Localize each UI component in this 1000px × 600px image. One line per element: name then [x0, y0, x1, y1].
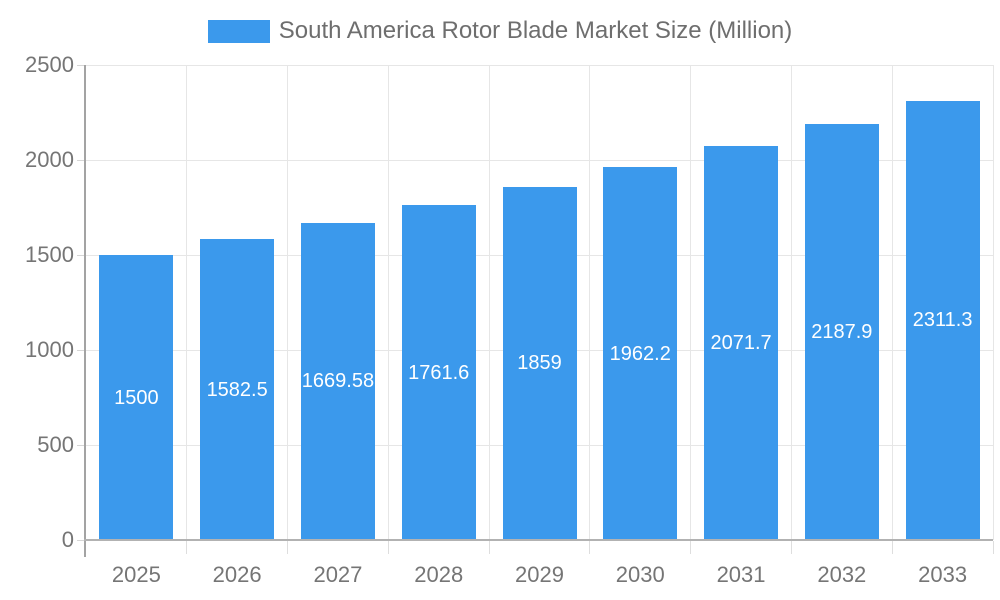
y-axis-tick [77, 65, 86, 66]
y-tick-label: 500 [37, 432, 74, 457]
x-tick-label: 2029 [515, 562, 564, 587]
legend-swatch[interactable] [207, 19, 270, 43]
x-tick-label: 2032 [817, 562, 867, 587]
chart-legend[interactable]: South America Rotor Blade Market Size (M… [0, 14, 1000, 48]
x-tick-label: 2028 [414, 562, 464, 587]
x-axis-tick [992, 541, 994, 554]
v-gridline [387, 65, 389, 540]
x-axis-tick [790, 541, 792, 554]
bar[interactable] [200, 239, 275, 540]
x-axis-tick [387, 541, 389, 554]
h-gridline [86, 159, 993, 161]
y-tick-label: 1500 [25, 242, 74, 267]
legend-label[interactable]: South America Rotor Blade Market Size (M… [278, 17, 793, 44]
y-tick-label: 2500 [25, 52, 74, 77]
x-tick-label: 2025 [111, 562, 161, 587]
x-tick-label: 2031 [716, 562, 766, 587]
bar[interactable] [502, 186, 577, 540]
v-gridline [186, 65, 188, 540]
bar[interactable] [804, 124, 879, 540]
x-axis-tick [690, 541, 692, 554]
bar[interactable] [300, 222, 375, 540]
x-axis-tick [891, 541, 893, 554]
y-axis-tick [77, 255, 86, 256]
x-axis-tick [589, 541, 591, 554]
v-gridline [790, 65, 792, 540]
v-gridline [488, 65, 490, 540]
bar-value-label: 1669.58 [301, 370, 375, 393]
bar-value-label: 2311.3 [912, 309, 973, 332]
y-axis-line [84, 65, 86, 557]
x-axis-tick [488, 541, 490, 554]
bar-value-label: 2071.7 [710, 332, 772, 355]
h-gridline [86, 64, 993, 66]
bar-value-label: 1962.2 [609, 342, 671, 365]
x-tick-label: 2027 [313, 562, 363, 587]
bar[interactable] [603, 167, 678, 540]
y-axis-tick [77, 540, 86, 541]
bar-value-label: 1582.5 [206, 378, 268, 401]
v-gridline [992, 65, 994, 540]
v-gridline [287, 65, 289, 540]
y-axis-tick [77, 160, 86, 161]
x-axis-tick [287, 541, 289, 554]
y-tick-label: 0 [61, 527, 74, 552]
x-tick-label: 2026 [212, 562, 262, 587]
y-tick-label: 2000 [25, 147, 74, 172]
y-axis-tick [77, 445, 86, 446]
bar-value-label: 2187.9 [811, 321, 873, 344]
x-axis-tick [186, 541, 188, 554]
bar-value-label: 1761.6 [408, 361, 470, 384]
y-tick-label: 1000 [25, 337, 74, 362]
x-tick-label: 2030 [615, 562, 665, 587]
bar[interactable] [99, 255, 174, 540]
bar-value-label: 1859 [517, 352, 562, 375]
y-axis-tick [77, 350, 86, 351]
bar[interactable] [401, 205, 476, 540]
v-gridline [690, 65, 692, 540]
x-tick-label: 2033 [918, 562, 968, 587]
bar-value-label: 1500 [114, 386, 159, 409]
v-gridline [891, 65, 893, 540]
v-gridline [589, 65, 591, 540]
bar[interactable] [704, 146, 779, 540]
bar[interactable] [905, 100, 980, 540]
x-axis-line [84, 539, 993, 541]
